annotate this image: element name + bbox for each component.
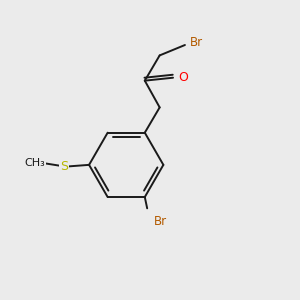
Text: Br: Br bbox=[154, 215, 167, 228]
Text: Br: Br bbox=[190, 36, 203, 49]
Text: S: S bbox=[60, 160, 68, 173]
Text: O: O bbox=[178, 71, 188, 84]
Text: CH₃: CH₃ bbox=[25, 158, 45, 168]
